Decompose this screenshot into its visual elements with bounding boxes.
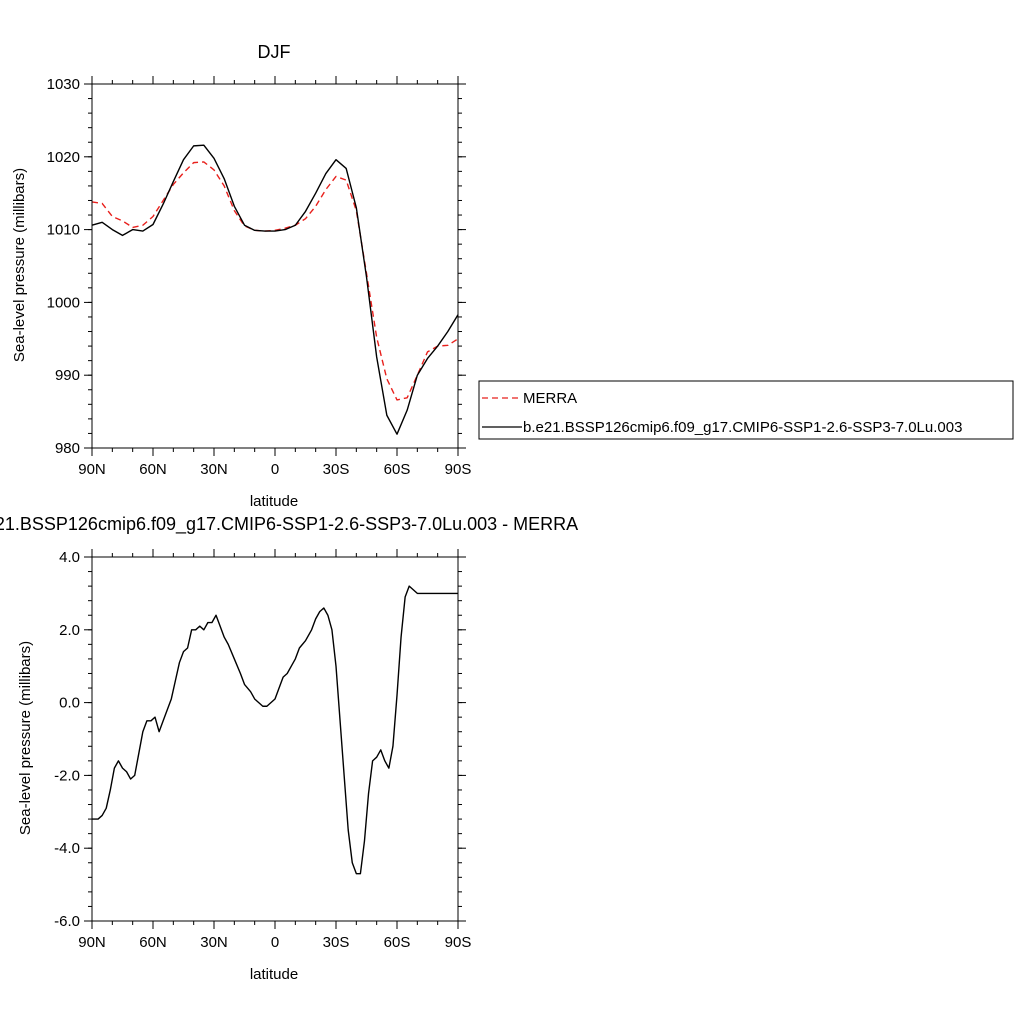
legend-label-model: b.e21.BSSP126cmip6.f09_g17.CMIP6-SSP1-2.… — [523, 419, 962, 436]
top-ytick-label: 990 — [55, 367, 80, 384]
bottom-xtick-label: 0 — [271, 934, 279, 951]
top-ytick-label: 1000 — [47, 294, 80, 311]
top-panel-xlabel: latitude — [250, 493, 298, 510]
bottom-xtick-label: 30S — [323, 934, 350, 951]
top-series-line-model — [91, 144, 459, 435]
bottom-xtick-label: 90S — [445, 934, 472, 951]
bottom-xtick-label: 30N — [200, 934, 228, 951]
bottom-ytick-label: 2.0 — [59, 622, 80, 639]
bottom-panel-ticks: 90N 60N 30N 0 30S 60S 90S -6.0 -4.0 -2.0 0.0 2.0 4.0 — [54, 549, 471, 951]
top-ytick-label: 1020 — [47, 149, 80, 166]
bottom-ytick-label: -6.0 — [54, 913, 80, 930]
top-panel-title: DJF — [258, 42, 291, 62]
top-xtick-label: 0 — [271, 461, 279, 478]
top-xtick-label: 30S — [323, 461, 350, 478]
bottom-panel-title: b.e21.BSSP126cmip6.f09_g17.CMIP6-SSP1-2.… — [0, 514, 578, 535]
bottom-ytick-label: -2.0 — [54, 767, 80, 784]
top-xtick-label: 60N — [139, 461, 167, 478]
top-ytick-label: 1030 — [47, 76, 80, 93]
legend: MERRA b.e21.BSSP126cmip6.f09_g17.CMIP6-S… — [478, 380, 1014, 440]
top-panel: DJF Sea-level pressure (millibars) latit… — [11, 42, 471, 510]
legend-box — [478, 380, 1014, 440]
top-xtick-label: 60S — [384, 461, 411, 478]
top-xtick-label: 90S — [445, 461, 472, 478]
bottom-panel: b.e21.BSSP126cmip6.f09_g17.CMIP6-SSP1-2.… — [0, 514, 578, 983]
bottom-panel-ylabel: Sea-level pressure (millibars) — [17, 641, 34, 835]
top-ytick-label: 1010 — [47, 222, 80, 239]
top-panel-ylabel: Sea-level pressure (millibars) — [11, 168, 28, 362]
bottom-panel-series — [92, 585, 458, 875]
bottom-xtick-label: 90N — [78, 934, 106, 951]
bottom-series-line-model — [92, 585, 458, 875]
top-ytick-label: 980 — [55, 440, 80, 457]
top-panel-ticks: 90N 60N 30N 0 30S 60S 90S 980 990 1000 1010 1020 103… — [47, 76, 472, 478]
bottom-ytick-label: -4.0 — [54, 840, 80, 857]
bottom-xtick-label: 60N — [139, 934, 167, 951]
top-xtick-label: 30N — [200, 461, 228, 478]
legend-label-merra: MERRA — [523, 390, 577, 407]
top-xtick-label: 90N — [78, 461, 106, 478]
top-series-line-merra — [91, 161, 459, 401]
bottom-xtick-label: 60S — [384, 934, 411, 951]
bottom-panel-frame — [91, 556, 459, 922]
bottom-ytick-label: 0.0 — [59, 695, 80, 712]
top-panel-frame — [91, 83, 459, 449]
bottom-ytick-label: 4.0 — [59, 549, 80, 566]
bottom-panel-xlabel: latitude — [250, 966, 298, 983]
top-panel-series — [91, 144, 459, 435]
